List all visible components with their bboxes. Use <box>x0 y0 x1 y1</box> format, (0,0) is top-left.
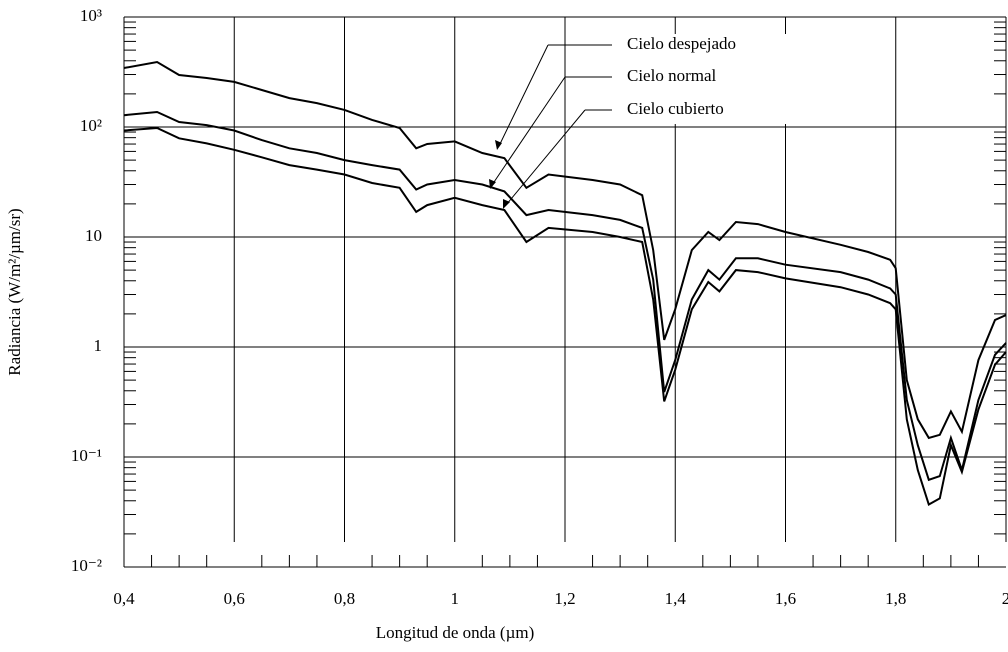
y-tick-label: 10⁻² <box>71 556 102 575</box>
x-tick-label: 2 <box>1002 589 1008 608</box>
annotation-arrow <box>491 76 566 186</box>
x-tick-label: 0,8 <box>334 589 355 608</box>
y-tick-label: 1 <box>94 336 103 355</box>
x-tick-label: 0,6 <box>224 589 245 608</box>
x-tick-label: 1 <box>451 589 460 608</box>
y-tick-label: 10⁻¹ <box>71 446 102 465</box>
arrow-head <box>495 140 502 150</box>
x-tick-label: 1,2 <box>554 589 575 608</box>
arrow-head <box>489 179 496 189</box>
x-tick-label: 1,8 <box>885 589 906 608</box>
y-tick-label: 10 <box>85 226 102 245</box>
annotation-arrow <box>505 109 586 206</box>
x-tick-label: 1,4 <box>665 589 687 608</box>
annotation: Cielo normal <box>627 66 717 85</box>
x-tick-label: 1,6 <box>775 589 796 608</box>
y-tick-label: 10³ <box>80 6 102 25</box>
arrow-head <box>503 199 510 209</box>
y-tick-label: 10² <box>80 116 102 135</box>
series-line <box>123 60 1007 440</box>
y-axis-label: Radiancia (W/m²/µm/sr) <box>5 208 24 375</box>
annotation: Cielo cubierto <box>627 99 724 118</box>
x-tick-label: 0,4 <box>113 589 135 608</box>
annotation-background <box>616 34 788 124</box>
annotation-arrow <box>498 44 549 147</box>
annotation: Cielo despejado <box>627 34 736 53</box>
series-line <box>123 110 1007 482</box>
series-line <box>123 126 1007 506</box>
x-axis-label: Longitud de onda (µm) <box>376 623 535 642</box>
